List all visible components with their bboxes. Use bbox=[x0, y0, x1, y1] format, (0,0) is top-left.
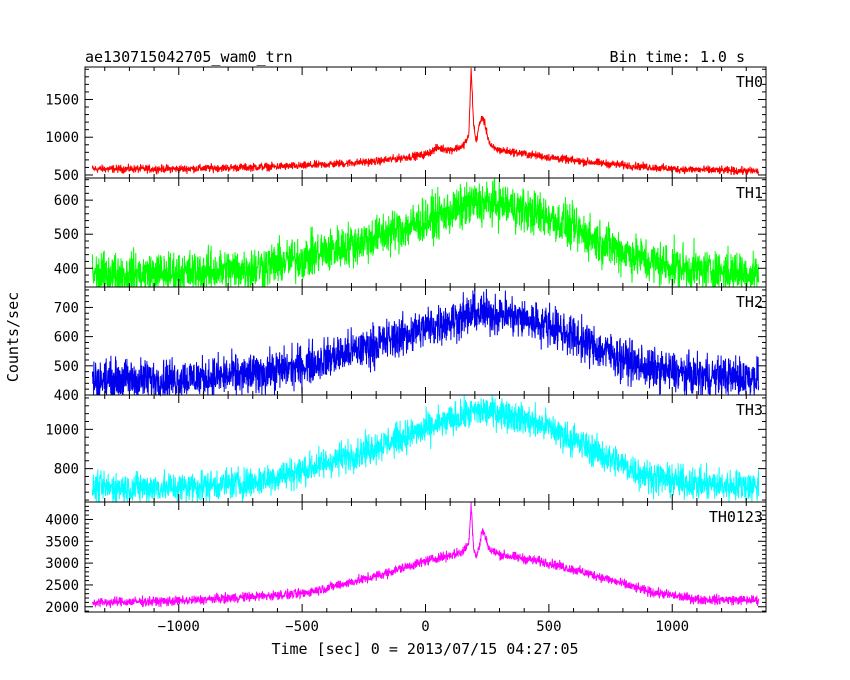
series-line-th3 bbox=[91, 394, 760, 503]
y-tick-label: 3000 bbox=[45, 556, 79, 572]
series-line-th2 bbox=[91, 287, 760, 397]
y-tick-label: 600 bbox=[54, 330, 79, 346]
x-tick-label: −1000 bbox=[158, 619, 200, 635]
series-line-th0123 bbox=[91, 502, 760, 608]
series-label: TH0 bbox=[736, 73, 763, 91]
series-line-th1 bbox=[91, 177, 760, 288]
panel-th3: 800 1000 TH3 bbox=[45, 394, 767, 503]
panel-frame bbox=[84, 66, 767, 179]
y-tick-label: 600 bbox=[54, 193, 79, 209]
y-tick-label: 500 bbox=[54, 227, 79, 243]
panel-th2: 400 500 600 700 TH2 bbox=[54, 286, 767, 404]
y-tick-label: 2500 bbox=[45, 578, 79, 594]
x-tick-label: 0 bbox=[421, 619, 429, 635]
series-label: TH1 bbox=[736, 184, 763, 202]
y-tick-label: 500 bbox=[54, 359, 79, 375]
panels-group: 500 1000 1500 TH0 400 500 600 TH1 400 500 600 700 TH… bbox=[45, 66, 767, 616]
y-tick-label: 1000 bbox=[45, 422, 79, 438]
x-tick-label: 500 bbox=[536, 619, 561, 635]
x-tick-label: −500 bbox=[285, 619, 319, 635]
y-tick-label: 1500 bbox=[45, 92, 79, 108]
x-axis-label: Time [sec] 0 = 2013/07/15 04:27:05 bbox=[271, 640, 578, 658]
chart-title: ae130715042705_wam0_trn bbox=[85, 48, 293, 66]
y-tick-label: 3500 bbox=[45, 534, 79, 550]
x-tick-labels: −1000 −500 0 500 1000 bbox=[158, 619, 689, 635]
x-tick-label: 1000 bbox=[655, 619, 689, 635]
y-tick-label: 1000 bbox=[45, 130, 79, 146]
series-line-th0 bbox=[91, 67, 760, 176]
panel-th0123: 2000 2500 3000 3500 4000 TH0123 bbox=[45, 501, 767, 616]
series-label: TH2 bbox=[736, 293, 763, 311]
series-label: TH3 bbox=[736, 401, 763, 419]
y-tick-label: 400 bbox=[54, 388, 79, 404]
panel-frame bbox=[84, 394, 767, 503]
panel-th0: 500 1000 1500 TH0 bbox=[45, 66, 767, 184]
y-tick-label: 2000 bbox=[45, 600, 79, 616]
y-tick-label: 4000 bbox=[45, 512, 79, 528]
series-label: TH0123 bbox=[709, 508, 763, 526]
y-tick-label: 400 bbox=[54, 261, 79, 277]
y-axis-label: Counts/sec bbox=[4, 292, 22, 382]
y-tick-label: 500 bbox=[54, 168, 79, 184]
y-tick-label: 800 bbox=[54, 462, 79, 478]
y-tick-label: 700 bbox=[54, 300, 79, 316]
bin-time-label: Bin time: 1.0 s bbox=[610, 48, 745, 66]
panel-th1: 400 500 600 TH1 bbox=[54, 177, 767, 288]
